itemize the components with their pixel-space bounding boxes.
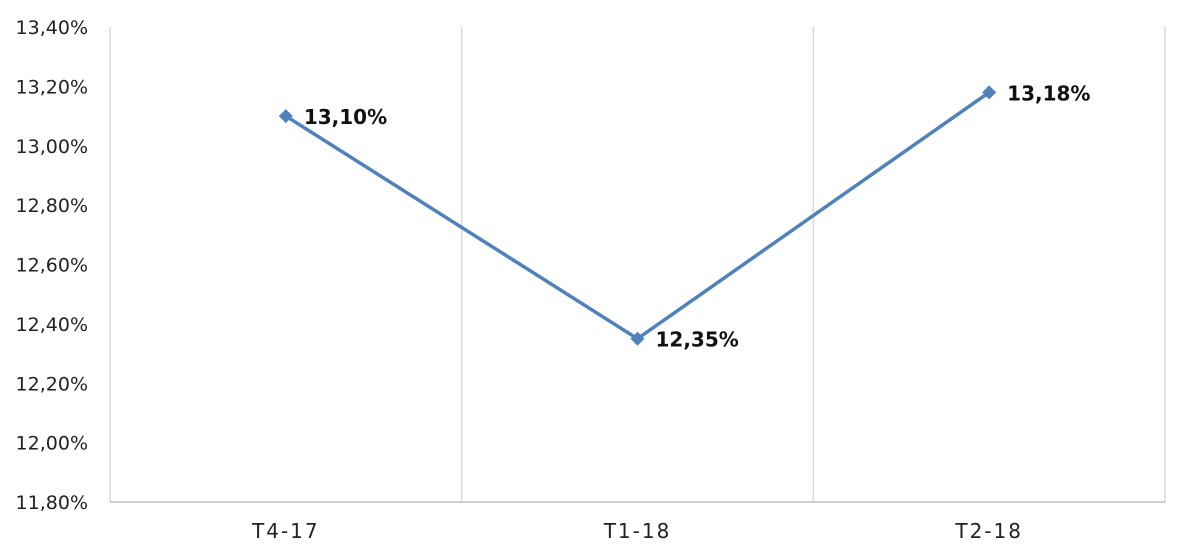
y-tick-label: 12,40%	[16, 314, 88, 336]
data-label: 13,18%	[1007, 81, 1090, 105]
y-tick-label: 13,20%	[16, 76, 88, 98]
y-tick-label: 12,00%	[16, 433, 88, 455]
data-point-marker	[278, 109, 293, 124]
data-point-marker	[630, 331, 645, 346]
y-tick-label: 12,60%	[16, 255, 88, 277]
x-category-label: T4-17	[251, 519, 320, 543]
data-label: 13,10%	[304, 105, 387, 129]
x-category-label: T1-18	[603, 519, 672, 543]
x-axis-category-labels: T4-17 T1-18 T2-18	[251, 519, 1023, 543]
y-tick-label: 13,40%	[16, 17, 88, 39]
y-tick-label: 13,00%	[16, 136, 88, 158]
data-label: 12,35%	[656, 328, 739, 352]
y-axis-tick-labels: 13,40% 13,20% 13,00% 12,80% 12,60% 12,40% 12,2…	[16, 17, 88, 514]
grid	[109, 27, 1166, 502]
y-tick-label: 12,80%	[16, 195, 88, 217]
series	[278, 85, 997, 346]
series-line	[284, 90, 991, 341]
y-tick-label: 11,80%	[16, 492, 88, 514]
x-category-label: T2-18	[954, 519, 1023, 543]
y-tick-label: 12,20%	[16, 373, 88, 395]
data-point-marker	[982, 85, 997, 100]
data-labels: 13,10% 12,35% 13,18%	[304, 81, 1091, 351]
